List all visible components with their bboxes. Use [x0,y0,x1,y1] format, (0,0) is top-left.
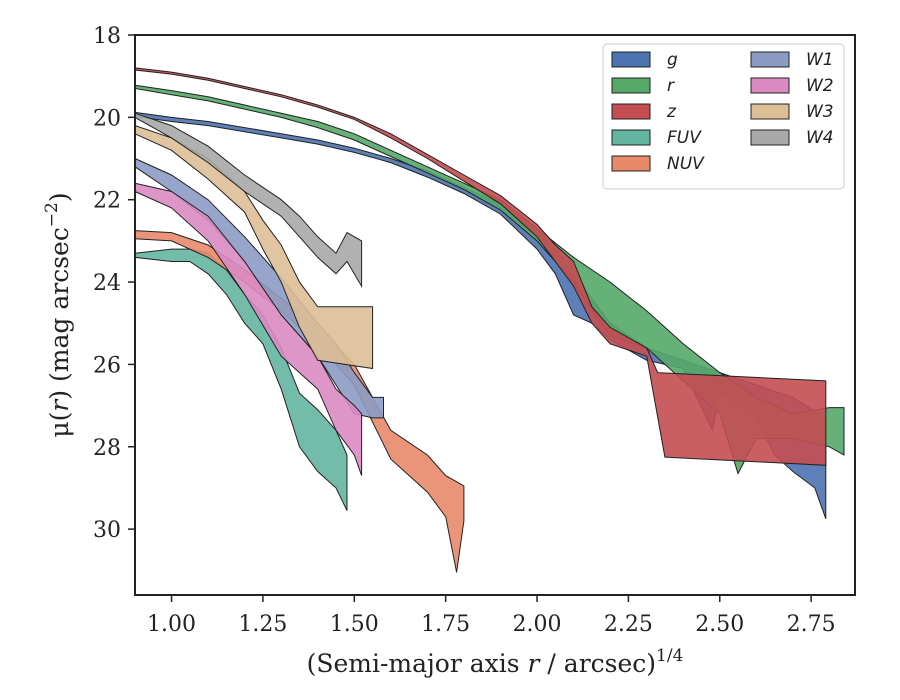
legend-label-w1: W1 [806,50,834,70]
y-axis-label: μ(r) (mag arcsec−2) [42,192,74,437]
legend-label-z: z [666,102,677,122]
legend-swatch-w1 [750,51,790,68]
x-tick-label: 1.75 [421,612,470,637]
legend-swatch-fuv [611,129,651,146]
x-axis-label: (Semi-major axis r / arcsec)1/4 [307,646,684,678]
legend-label-w2: W2 [806,76,834,96]
band-w4 [134,112,363,289]
y-tick-label: 26 [93,353,121,378]
plot-frame [134,34,856,596]
legend-label-g: g [667,50,678,70]
y-axis-ticks: 18 20 22 24 26 28 30 [93,24,135,543]
legend-swatch-nuv [611,155,651,172]
x-tick-label: 2.25 [604,612,653,637]
profile-bands [134,67,845,573]
legend-swatch-z [611,103,651,120]
y-tick-label: 20 [93,106,121,131]
legend-label-r: r [667,76,675,96]
y-tick-label: 28 [93,436,121,461]
legend-label-nuv: NUV [667,154,705,174]
y-tick-label: 30 [93,518,121,543]
band-z [134,67,827,466]
y-tick-label: 18 [93,24,121,49]
y-tick-label: 24 [93,271,121,296]
legend-label-fuv: FUV [667,128,702,148]
x-tick-label: 2.50 [695,612,744,637]
legend-items: grz FUV NUV W1 W2 W3 W4 [611,50,834,174]
band-w2 [134,182,363,476]
legend-swatch-g [611,51,651,68]
legend-swatch-w2 [750,77,790,94]
x-tick-label: 1.00 [147,612,196,637]
legend: grz FUV NUV W1 W2 W3 W4 [602,43,845,190]
legend-swatch-w3 [750,103,790,120]
legend-swatch-w4 [750,129,790,146]
x-tick-label: 1.50 [330,612,379,637]
legend-swatch-r [611,77,651,94]
y-tick-label: 22 [93,189,121,214]
legend-label-w4: W4 [806,128,834,148]
x-tick-label: 2.75 [787,612,836,637]
x-tick-label: 2.00 [513,612,562,637]
x-tick-label: 1.25 [238,612,287,637]
x-axis-ticks: 1.00 1.25 1.50 1.75 2.00 2.25 2.50 2.75 [147,595,836,637]
legend-label-w3: W3 [806,102,834,122]
